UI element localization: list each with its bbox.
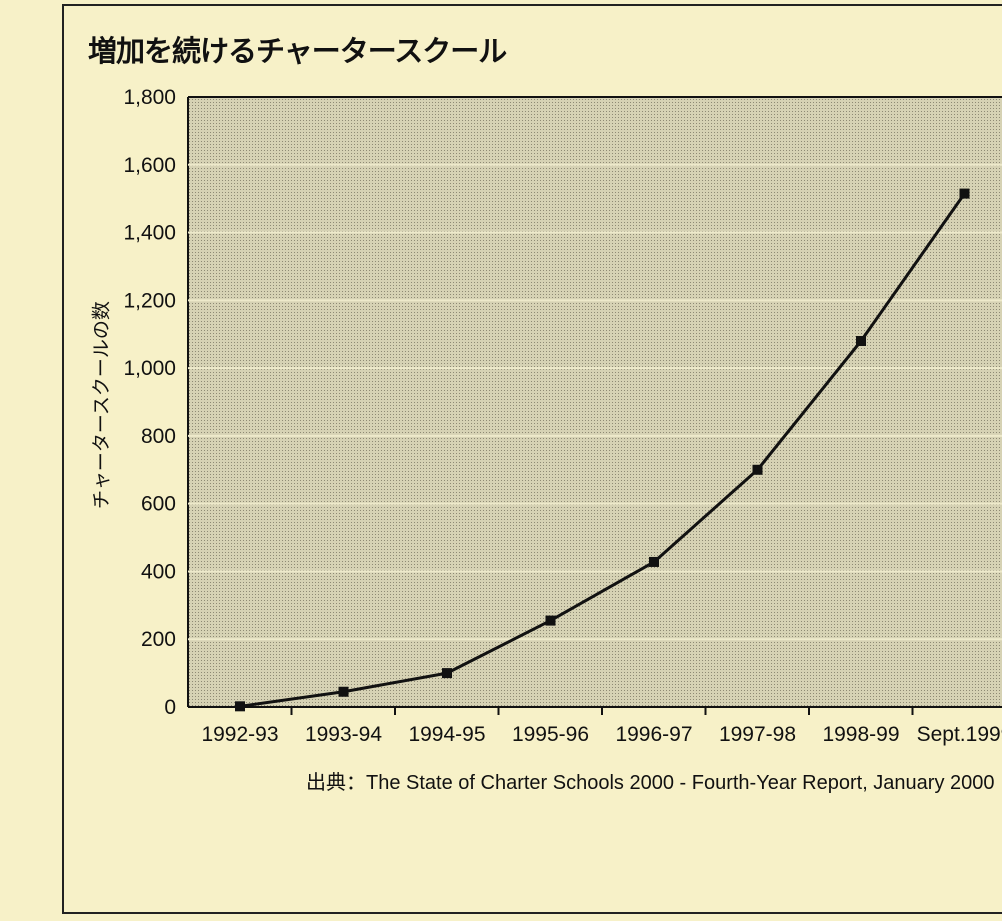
data-point xyxy=(649,556,659,567)
source-note: 出典：The State of Charter Schools 2000 - F… xyxy=(306,772,995,794)
data-point xyxy=(856,336,866,346)
x-tick-label: 1997-98 xyxy=(719,723,796,746)
y-tick-label: 600 xyxy=(141,493,176,516)
x-tick-label: 1998-99 xyxy=(822,723,899,746)
x-tick-label: 1992-93 xyxy=(201,723,278,746)
data-point xyxy=(235,701,245,712)
data-point xyxy=(752,464,763,475)
x-tick-label: 1993-94 xyxy=(305,723,382,746)
y-tick-label: 1,400 xyxy=(123,222,176,245)
plot-background xyxy=(188,97,1002,707)
series-path xyxy=(239,192,966,708)
x-axis-ticks: 1992-93 1993-94 1994-95 1995-96 1996-97 1997-… xyxy=(201,707,1002,746)
y-tick-label: 400 xyxy=(141,560,176,583)
y-tick-label: 1,800 xyxy=(123,86,176,109)
gridlines xyxy=(188,163,1002,641)
y-axis-ticks: 0 200 400 600 800 1,000 1,200 1,400 1,600 1,800 xyxy=(123,86,176,719)
series-line xyxy=(235,188,970,712)
y-tick-label: 1,600 xyxy=(123,154,176,177)
data-point xyxy=(545,615,556,626)
figure-frame xyxy=(62,4,1002,914)
y-tick-label: 0 xyxy=(164,696,176,719)
x-tick-label: 1995-96 xyxy=(512,723,589,746)
y-tick-label: 800 xyxy=(141,425,176,448)
plot-area xyxy=(187,96,1002,708)
chart-title: 増加を続けるチャータースクール xyxy=(88,34,507,68)
y-tick-label: 1,200 xyxy=(123,289,176,312)
x-tick-label: 1994-95 xyxy=(408,723,485,746)
data-point xyxy=(959,188,970,199)
x-tick-label: Sept.1999 xyxy=(917,723,1002,746)
y-tick-label: 1,000 xyxy=(123,357,176,380)
data-point xyxy=(338,686,349,697)
y-tick-label: 200 xyxy=(141,628,176,651)
data-point xyxy=(442,668,452,679)
x-tick-label: 1996-97 xyxy=(615,723,692,746)
